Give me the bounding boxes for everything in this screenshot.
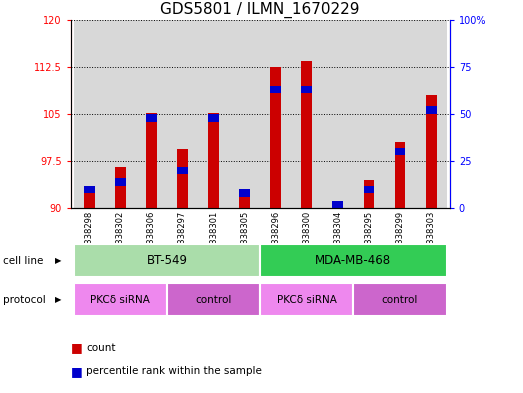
Text: PKCδ siRNA: PKCδ siRNA: [277, 295, 337, 305]
Bar: [363, 185, 374, 193]
Bar: [105, 20, 136, 208]
Bar: [167, 20, 198, 208]
Bar: [74, 283, 167, 316]
Text: percentile rank within the sample: percentile rank within the sample: [86, 366, 262, 376]
Bar: [167, 283, 260, 316]
Text: cell line: cell line: [3, 255, 43, 266]
Bar: [146, 113, 157, 208]
Bar: [260, 283, 354, 316]
Bar: [229, 20, 260, 208]
Text: protocol: protocol: [3, 295, 46, 305]
Bar: [239, 189, 250, 208]
Text: ■: ■: [71, 365, 82, 378]
Bar: [260, 20, 291, 208]
Text: control: control: [382, 295, 418, 305]
Text: MDA-MB-468: MDA-MB-468: [315, 254, 392, 267]
Bar: [115, 167, 126, 208]
Bar: [146, 114, 157, 121]
Text: control: control: [196, 295, 232, 305]
Bar: [395, 148, 405, 156]
Bar: [333, 201, 343, 208]
Bar: [84, 186, 95, 208]
Bar: [354, 283, 447, 316]
Bar: [384, 20, 416, 208]
Text: ▶: ▶: [55, 256, 61, 265]
Text: ▶: ▶: [55, 296, 61, 304]
Bar: [426, 95, 437, 208]
Bar: [291, 20, 322, 208]
Bar: [198, 20, 229, 208]
Bar: [177, 149, 188, 208]
Bar: [395, 142, 405, 208]
Bar: [136, 20, 167, 208]
Bar: [416, 20, 447, 208]
Bar: [363, 180, 374, 208]
Bar: [426, 107, 437, 114]
Bar: [74, 244, 260, 277]
Text: BT-549: BT-549: [146, 254, 187, 267]
Bar: [208, 114, 219, 121]
Bar: [84, 185, 95, 193]
Bar: [270, 86, 281, 93]
Text: ■: ■: [71, 341, 82, 354]
Bar: [208, 113, 219, 208]
Text: count: count: [86, 343, 116, 353]
Bar: [260, 244, 447, 277]
Bar: [333, 202, 343, 208]
Bar: [177, 167, 188, 174]
Bar: [74, 20, 105, 208]
Bar: [115, 178, 126, 185]
Bar: [301, 61, 312, 208]
Bar: [354, 20, 384, 208]
Bar: [270, 67, 281, 208]
Bar: [322, 20, 354, 208]
Text: PKCδ siRNA: PKCδ siRNA: [90, 295, 150, 305]
Bar: [301, 86, 312, 93]
Bar: [239, 189, 250, 197]
Title: GDS5801 / ILMN_1670229: GDS5801 / ILMN_1670229: [161, 2, 360, 18]
